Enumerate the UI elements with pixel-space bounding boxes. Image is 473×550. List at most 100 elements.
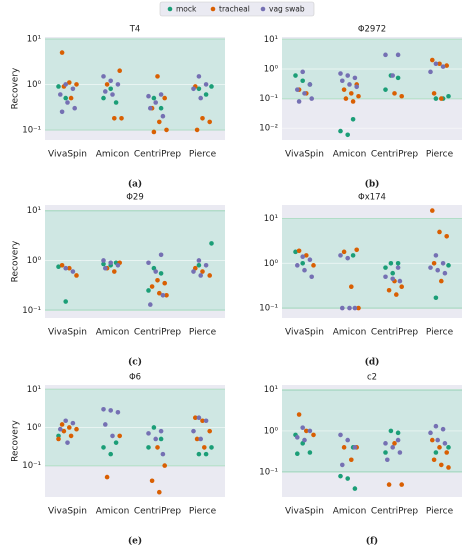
data-point: [439, 96, 444, 101]
data-point: [74, 426, 79, 432]
data-point: [307, 450, 313, 455]
data-point: [148, 105, 153, 111]
data-point: [115, 409, 121, 415]
data-point: [341, 445, 347, 450]
data-point: [155, 277, 160, 283]
data-point: [103, 89, 108, 94]
data-point: [162, 463, 167, 468]
data-point: [113, 100, 119, 105]
data-point: [433, 96, 439, 101]
data-point: [442, 441, 448, 446]
data-point: [395, 430, 401, 436]
x-tick-label: Pierce: [426, 150, 454, 160]
data-point: [385, 457, 390, 463]
data-point: [196, 86, 202, 92]
data-point: [207, 119, 212, 125]
data-point: [446, 445, 451, 450]
data-point: [119, 115, 124, 121]
data-point: [394, 292, 399, 297]
legend-marker: [260, 6, 266, 12]
x-tick-label: Pierce: [189, 150, 217, 160]
data-point: [101, 261, 106, 267]
data-point: [395, 265, 401, 270]
y-tick-label: 10¹: [27, 34, 41, 44]
data-point: [155, 74, 160, 79]
data-point: [345, 255, 351, 261]
data-point: [345, 73, 351, 78]
data-point: [101, 258, 106, 263]
y-tick-label: 10⁰: [27, 256, 42, 266]
data-point: [203, 418, 209, 424]
data-point: [200, 115, 205, 121]
data-point: [70, 86, 76, 92]
data-point: [70, 269, 76, 274]
chart-title: Φx174: [358, 193, 386, 203]
data-point: [160, 292, 166, 298]
x-tick-label: Amicon: [333, 507, 367, 517]
data-point: [58, 426, 63, 432]
data-point: [350, 116, 356, 122]
data-point: [146, 431, 151, 436]
data-point: [354, 84, 360, 90]
data-point: [196, 258, 202, 263]
data-point: [343, 96, 349, 101]
data-point: [196, 74, 202, 79]
data-point: [340, 305, 345, 311]
data-point: [354, 247, 360, 253]
data-point: [302, 437, 307, 443]
data-point: [203, 263, 209, 268]
data-point: [446, 93, 451, 99]
data-point: [157, 489, 162, 495]
x-tick-label: VivaSpin: [48, 150, 87, 160]
x-tick-label: Pierce: [426, 328, 454, 338]
data-point: [302, 91, 307, 96]
data-point: [383, 52, 388, 58]
y-tick-label: 10⁰: [264, 64, 279, 74]
data-point: [352, 445, 358, 450]
data-point: [153, 269, 158, 274]
data-point: [59, 422, 65, 427]
data-point: [158, 105, 164, 111]
data-point: [430, 57, 435, 63]
data-point: [439, 278, 444, 284]
data-point: [383, 274, 388, 280]
data-point: [63, 95, 68, 101]
y-tick-label: 10⁻¹: [259, 304, 278, 314]
data-point: [386, 482, 392, 487]
x-tick-label: CentriPrep: [134, 150, 182, 160]
data-point: [392, 91, 397, 96]
data-point: [146, 260, 151, 266]
data-point: [115, 82, 121, 87]
data-point: [108, 78, 113, 84]
y-tick-label: 10¹: [264, 214, 278, 224]
data-point: [153, 100, 158, 105]
data-point: [63, 265, 68, 271]
data-point: [397, 450, 403, 455]
data-point: [433, 295, 439, 301]
data-point: [146, 93, 151, 99]
data-point: [108, 86, 113, 92]
data-point: [338, 71, 343, 76]
data-point: [196, 451, 202, 457]
data-point: [108, 408, 113, 413]
y-tick-label: 10¹: [264, 35, 278, 45]
data-point: [383, 450, 388, 455]
legend-label: mock: [176, 5, 197, 14]
legend-marker: [167, 6, 173, 12]
chart-title: Φ6: [129, 373, 141, 383]
data-point: [151, 95, 157, 101]
data-point: [74, 82, 79, 87]
data-point: [191, 269, 196, 274]
chart-title: c2: [367, 373, 377, 383]
data-point: [101, 95, 106, 101]
x-tick-label: Pierce: [189, 328, 217, 338]
x-tick-label: Pierce: [426, 507, 454, 517]
data-point: [155, 445, 160, 450]
y-tick-label: 10¹: [264, 385, 278, 395]
y-axis-label: Recovery: [11, 67, 21, 109]
x-tick-label: Amicon: [96, 507, 130, 517]
data-point: [304, 253, 309, 258]
data-point: [157, 119, 162, 125]
data-point: [209, 445, 214, 450]
data-point: [446, 263, 451, 268]
